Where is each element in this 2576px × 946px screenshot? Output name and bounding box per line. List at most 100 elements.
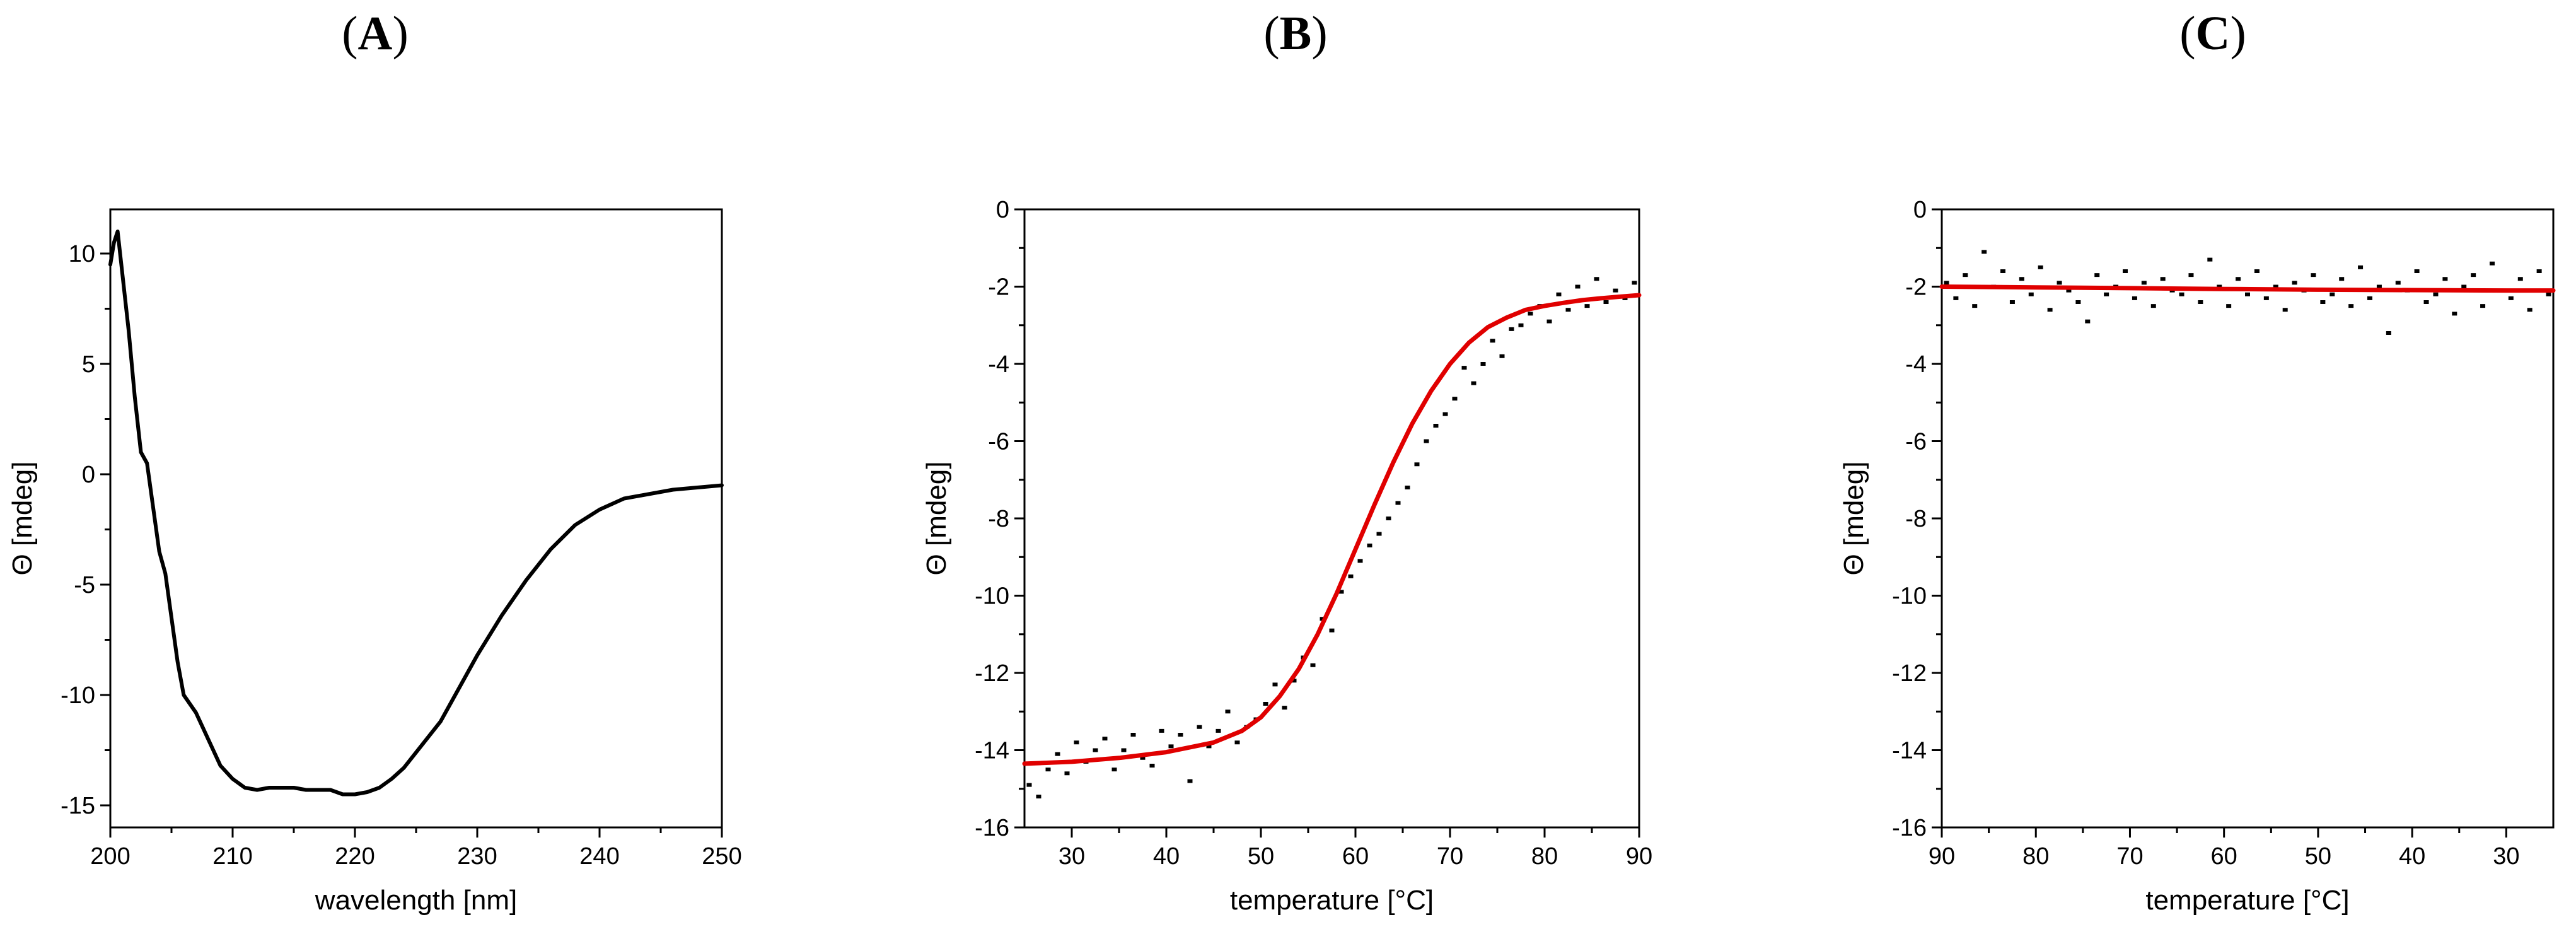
data-point-c xyxy=(2508,296,2514,300)
data-point-c xyxy=(2217,284,2222,289)
data-point-b xyxy=(1310,663,1316,667)
data-point-c xyxy=(2536,269,2542,273)
data-point-b xyxy=(1357,559,1363,563)
x-tick-label-b: 80 xyxy=(1531,843,1558,870)
data-point-c xyxy=(2141,281,2147,285)
data-point-c xyxy=(2423,300,2429,304)
y-tick-label-a: 5 xyxy=(82,351,95,378)
data-point-b xyxy=(1272,682,1278,687)
data-point-c xyxy=(2461,284,2467,289)
data-point-c xyxy=(2207,257,2213,262)
y-tick-label-c: -4 xyxy=(1905,351,1927,378)
data-point-b xyxy=(1055,752,1060,756)
panel-label-a: (A) xyxy=(342,7,409,60)
x-tick-label-c: 50 xyxy=(2305,843,2331,870)
data-point-b xyxy=(1480,362,1486,366)
data-point-c xyxy=(2273,284,2278,289)
data-point-b xyxy=(1367,543,1372,547)
y-tick-label-c: -8 xyxy=(1905,506,1927,532)
data-point-c xyxy=(2038,265,2043,269)
data-point-c xyxy=(2442,277,2448,281)
data-point-b xyxy=(1546,319,1552,324)
data-point-c xyxy=(1953,296,1959,300)
y-axis-title-c: Θ [mdeg] xyxy=(1838,462,1869,576)
data-point-c xyxy=(2395,281,2401,285)
y-tick-label-b: -14 xyxy=(975,738,1009,764)
data-point-c xyxy=(2160,277,2166,281)
data-point-c xyxy=(2339,277,2345,281)
x-axis-title-a: wavelength [nm] xyxy=(315,885,517,916)
data-point-c xyxy=(2236,277,2241,281)
panel-label-c: (C) xyxy=(2179,7,2246,60)
plot-frame-c xyxy=(1941,208,2555,829)
data-point-b xyxy=(1074,740,1079,745)
y-tick-label-b: -16 xyxy=(975,815,1009,841)
fit-curve-c xyxy=(1939,284,2556,293)
data-point-b xyxy=(1461,366,1467,370)
data-point-b xyxy=(1036,795,1041,798)
data-point-b xyxy=(1291,679,1297,683)
data-point-c xyxy=(2292,281,2297,285)
data-point-b xyxy=(1111,768,1117,772)
data-point-c xyxy=(2104,292,2109,296)
data-point-c xyxy=(2367,296,2372,300)
x-axis-title-c: temperature [°C] xyxy=(2145,885,2349,916)
data-line-a xyxy=(108,230,724,797)
data-point-b xyxy=(1442,412,1448,416)
data-point-b xyxy=(1575,284,1581,289)
data-point-b xyxy=(1518,323,1524,327)
data-point-c xyxy=(2028,292,2034,296)
data-point-c xyxy=(2019,277,2024,281)
x-tick-label-c: 60 xyxy=(2211,843,2237,870)
data-point-c xyxy=(2057,281,2062,285)
data-point-b xyxy=(1632,281,1637,285)
y-tick-label-c: -12 xyxy=(1892,660,1927,687)
data-point-b xyxy=(1168,744,1174,749)
x-tick-label-c: 90 xyxy=(1929,843,1955,870)
x-tick-label-a: 210 xyxy=(212,843,252,870)
x-tick-label-a: 220 xyxy=(335,843,374,870)
data-point-b xyxy=(1348,574,1354,578)
data-point-b xyxy=(1329,628,1335,633)
x-tick-label-b: 90 xyxy=(1626,843,1652,870)
data-point-b xyxy=(1499,354,1505,358)
data-point-b xyxy=(1130,733,1136,737)
data-point-b xyxy=(1140,756,1146,760)
x-tick-label-c: 70 xyxy=(2116,843,2143,870)
y-tick-label-b: 0 xyxy=(996,197,1009,223)
data-point-c xyxy=(2132,296,2137,300)
y-tick-label-a: 10 xyxy=(69,241,95,267)
data-point-b xyxy=(1206,744,1212,749)
data-point-c xyxy=(2123,269,2128,273)
data-point-b xyxy=(1376,532,1382,536)
data-point-c xyxy=(2094,273,2100,277)
y-axis-title-a: Θ [mdeg] xyxy=(7,462,38,576)
data-point-c xyxy=(2480,304,2486,308)
data-point-c xyxy=(2000,269,2005,273)
data-point-b xyxy=(1149,764,1155,768)
x-tick-label-c: 80 xyxy=(2022,843,2049,870)
data-point-c xyxy=(2198,300,2203,304)
data-point-b xyxy=(1556,292,1562,296)
data-point-b xyxy=(1565,308,1571,312)
data-point-b xyxy=(1178,733,1183,737)
data-point-c xyxy=(2517,277,2523,281)
data-point-b xyxy=(1197,725,1202,729)
x-tick-label-b: 40 xyxy=(1153,843,1180,870)
data-point-b xyxy=(1613,288,1618,293)
data-point-b xyxy=(1064,771,1070,776)
data-point-c xyxy=(2471,273,2476,277)
data-point-b xyxy=(1509,327,1514,331)
data-point-c xyxy=(2245,292,2250,296)
x-tick-label-c: 30 xyxy=(2493,843,2519,870)
data-point-b xyxy=(1045,768,1051,772)
data-point-c xyxy=(2414,269,2420,273)
y-tick-label-b: -12 xyxy=(975,660,1009,687)
data-point-b xyxy=(1282,706,1287,710)
x-tick-label-a: 230 xyxy=(457,843,497,870)
y-tick-label-b: -8 xyxy=(988,506,1009,532)
data-point-b xyxy=(1187,779,1193,783)
plot-frame-b xyxy=(1023,208,1640,829)
y-tick-label-c: -10 xyxy=(1892,583,1927,610)
y-tick-label-c: -14 xyxy=(1892,738,1927,764)
